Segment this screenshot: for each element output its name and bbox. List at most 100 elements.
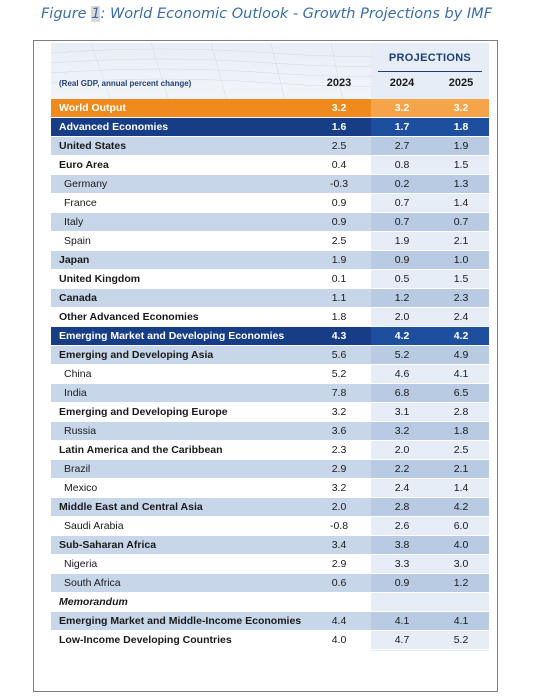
table-row: Saudi Arabia -0.8 2.6 6.0 — [51, 517, 489, 536]
value-cell-2025: 4.2 — [453, 501, 469, 513]
value-cell-2025: 1.5 — [453, 273, 469, 285]
table-row: United Kingdom 0.1 0.5 1.5 — [51, 270, 489, 289]
row-label: Emerging and Developing Asia — [59, 349, 214, 361]
table-row: Emerging Market and Middle-Income Econom… — [51, 612, 489, 631]
value-cell-2024: 4.6 — [394, 368, 410, 380]
row-separator — [51, 611, 489, 612]
row-separator — [51, 250, 489, 251]
value-cell-2024: 2.0 — [394, 311, 410, 323]
table-row: India 7.8 6.8 6.5 — [51, 384, 489, 403]
value-cell-2023: 4.3 — [331, 330, 347, 342]
value-cell-2025: 1.8 — [453, 121, 469, 133]
table-row: Sub-Saharan Africa 3.4 3.8 4.0 — [51, 536, 489, 555]
value-cell-2024: 0.5 — [394, 273, 410, 285]
value-cell-2024: 1.9 — [394, 235, 410, 247]
projection-cell-bg — [371, 593, 489, 612]
value-cell-2024: 6.8 — [394, 387, 410, 399]
projection-cell-bg — [371, 498, 489, 517]
table-row: Spain 2.5 1.9 2.1 — [51, 232, 489, 251]
table-row: Euro Area 0.4 0.8 1.5 — [51, 156, 489, 175]
row-label: Japan — [59, 254, 90, 266]
row-separator — [51, 630, 489, 631]
projection-cell-bg — [371, 574, 489, 593]
row-separator — [51, 649, 489, 650]
value-cell-2023: 7.8 — [331, 387, 347, 399]
row-separator — [51, 155, 489, 156]
value-cell-2025: 4.1 — [453, 368, 469, 380]
row-separator — [51, 345, 489, 346]
table-header-row: (Real GDP, annual percent change) 2023 2… — [51, 75, 489, 93]
row-label: Canada — [59, 292, 97, 304]
row-separator — [51, 535, 489, 536]
table-row: World Output 3.2 3.2 3.2 — [51, 99, 489, 118]
caption-suffix: : World Economic Outlook - Growth Projec… — [100, 6, 493, 22]
value-cell-2024: 5.2 — [394, 349, 410, 361]
row-label: Euro Area — [59, 159, 109, 171]
table-row: Mexico 3.2 2.4 1.4 — [51, 479, 489, 498]
row-label: Middle East and Central Asia — [59, 501, 203, 513]
table-row: France 0.9 0.7 1.4 — [51, 194, 489, 213]
table-row: Latin America and the Caribbean 2.3 2.0 2.5 — [51, 441, 489, 460]
row-label: Latin America and the Caribbean — [59, 444, 223, 456]
table-row: Middle East and Central Asia 2.0 2.8 4.2 — [51, 498, 489, 517]
row-label: China — [64, 368, 92, 380]
year-header-2: 2024 — [389, 77, 415, 89]
row-label: India — [64, 387, 87, 399]
value-cell-2023: 0.9 — [331, 216, 347, 228]
value-cell-2023: 2.5 — [331, 140, 347, 152]
projection-cell-bg — [371, 289, 489, 308]
projection-cell-bg — [371, 346, 489, 365]
caption-number: 1 — [91, 6, 101, 22]
value-cell-2023: -0.8 — [329, 520, 349, 532]
row-separator — [51, 269, 489, 270]
value-cell-2023: 2.9 — [331, 463, 347, 475]
value-cell-2025: 3.2 — [453, 102, 469, 114]
row-label: South Africa — [64, 577, 121, 589]
value-cell-2024: 3.8 — [394, 539, 410, 551]
value-cell-2025: 2.8 — [453, 406, 469, 418]
value-cell-2023: 2.9 — [331, 558, 347, 570]
value-cell-2024: 0.7 — [394, 216, 410, 228]
projection-cell-bg — [371, 99, 489, 118]
row-separator — [51, 516, 489, 517]
value-cell-2024: 1.2 — [394, 292, 410, 304]
value-cell-2024: 0.7 — [394, 197, 410, 209]
value-cell-2025: 3.0 — [453, 558, 469, 570]
value-cell-2024: 0.8 — [394, 159, 410, 171]
projections-label: PROJECTIONS — [388, 52, 472, 64]
value-cell-2025: 1.0 — [453, 254, 469, 266]
row-separator — [51, 231, 489, 232]
value-cell-2023: 3.2 — [331, 482, 347, 494]
row-label: Emerging Market and Developing Economies — [59, 330, 285, 342]
table-row: Russia 3.6 3.2 1.8 — [51, 422, 489, 441]
value-cell-2024: 4.7 — [394, 634, 410, 646]
value-cell-2023: 0.4 — [331, 159, 347, 171]
table-row: Memorandum — [51, 593, 489, 612]
table-row: Emerging and Developing Asia 5.6 5.2 4.9 — [51, 346, 489, 365]
value-cell-2023: 2.0 — [331, 501, 347, 513]
value-cell-2024: 4.2 — [394, 330, 410, 342]
value-cell-2023: 2.3 — [331, 444, 347, 456]
table-row: Other Advanced Economies 1.8 2.0 2.4 — [51, 308, 489, 327]
projection-cell-bg — [371, 422, 489, 441]
projection-cell-bg — [371, 384, 489, 403]
value-cell-2025: 2.3 — [453, 292, 469, 304]
row-label: Advanced Economies — [59, 121, 169, 133]
row-separator — [51, 421, 489, 422]
value-cell-2023: 5.6 — [331, 349, 347, 361]
row-label: Emerging and Developing Europe — [59, 406, 228, 418]
value-cell-2024: 2.8 — [394, 501, 410, 513]
table-row: Nigeria 2.9 3.3 3.0 — [51, 555, 489, 574]
value-cell-2023: 3.4 — [331, 539, 347, 551]
row-separator — [51, 364, 489, 365]
value-cell-2024: 3.3 — [394, 558, 410, 570]
row-label: Saudi Arabia — [64, 520, 124, 532]
value-cell-2025: 1.5 — [453, 159, 469, 171]
row-label: Sub-Saharan Africa — [59, 539, 157, 551]
table-row: China 5.2 4.6 4.1 — [51, 365, 489, 384]
value-cell-2023: 5.2 — [331, 368, 347, 380]
row-label: Italy — [64, 216, 84, 228]
row-separator — [51, 402, 489, 403]
value-cell-2024: 2.2 — [394, 463, 410, 475]
value-cell-2025: 4.2 — [453, 330, 469, 342]
